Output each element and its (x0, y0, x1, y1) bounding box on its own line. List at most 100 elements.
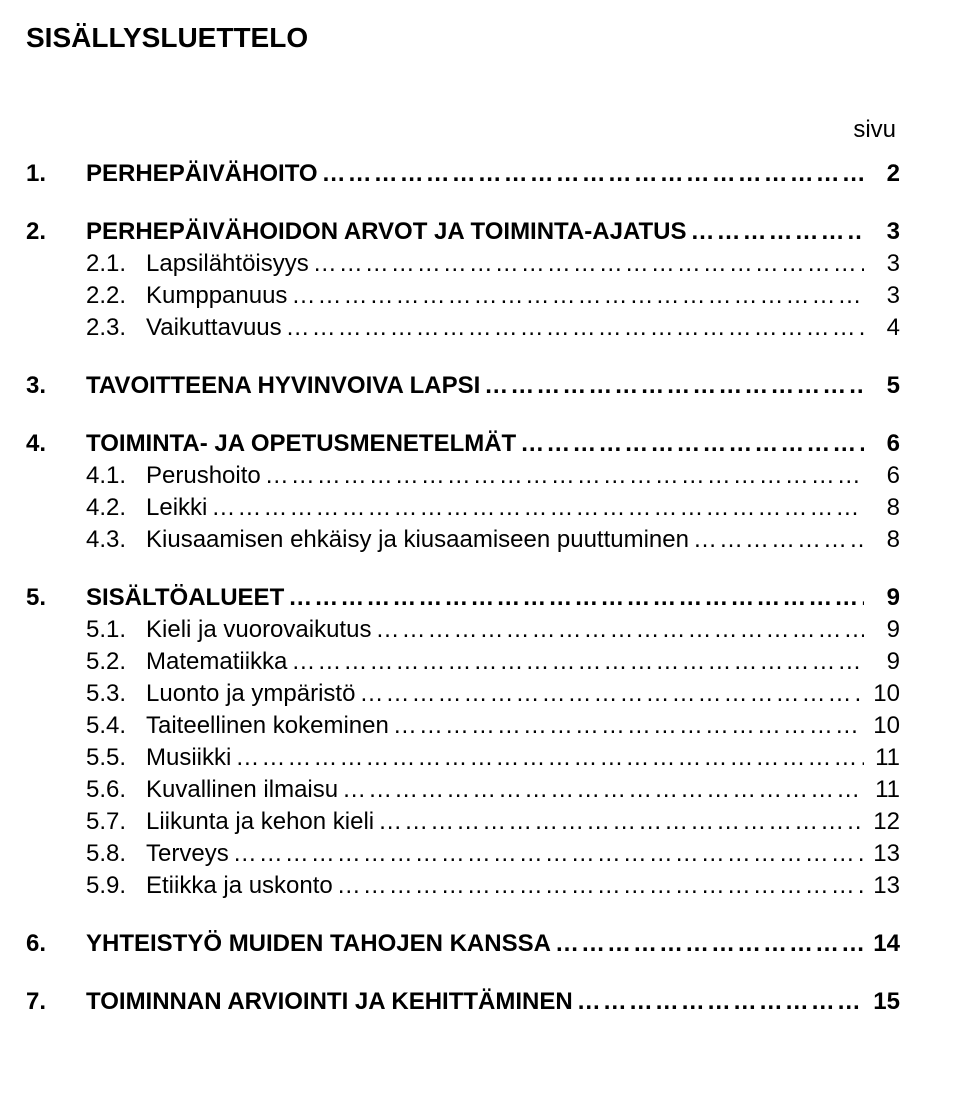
toc-page-number: 9 (864, 586, 900, 610)
toc-entry-sub: 4.2.Leikki………………………………………………………………………………… (26, 496, 900, 520)
toc-leader-dots: ………………………………………………………………………………………………………… (207, 496, 864, 520)
toc-label: Taiteellinen kokeminen (146, 714, 389, 738)
toc-page-number: 12 (864, 810, 900, 834)
toc-entry-sub: 5.2.Matematiikka………………………………………………………………… (26, 650, 900, 674)
toc-page-number: 5 (864, 374, 900, 398)
toc-leader-dots: ………………………………………………………………………………………………………… (371, 618, 864, 642)
toc-number: 5.8. (86, 842, 146, 866)
toc-gap (26, 560, 900, 586)
toc-label: YHTEISTYÖ MUIDEN TAHOJEN KANSSA (86, 932, 551, 956)
toc-page-number: 14 (864, 932, 900, 956)
toc-page-number: 8 (864, 496, 900, 520)
toc-entry-sub: 5.6.Kuvallinen ilmaisu………………………………………………… (26, 778, 900, 802)
toc-entry-main: 1.PERHEPÄIVÄHOITO……………………………………………………………… (26, 162, 900, 186)
toc-page-number: 2 (864, 162, 900, 186)
toc-label: Luonto ja ympäristö (146, 682, 355, 706)
toc-entry-sub: 2.3.Vaikuttavuus………………………………………………………………… (26, 316, 900, 340)
toc-leader-dots: ………………………………………………………………………………………………………… (333, 874, 864, 898)
toc-leader-dots: ………………………………………………………………………………………………………… (338, 778, 864, 802)
table-of-contents: 1.PERHEPÄIVÄHOITO……………………………………………………………… (26, 162, 900, 1014)
toc-entry-main: 2.PERHEPÄIVÄHOIDON ARVOT JA TOIMINTA-AJA… (26, 220, 900, 244)
toc-entry-sub: 5.7.Liikunta ja kehon kieli…………………………………… (26, 810, 900, 834)
toc-gap (26, 194, 900, 220)
toc-label: TOIMINTA- JA OPETUSMENETELMÄT (86, 432, 516, 456)
toc-page-number: 3 (864, 252, 900, 276)
toc-number: 5. (26, 586, 86, 610)
toc-page-number: 10 (864, 714, 900, 738)
toc-label: Matematiikka (146, 650, 287, 674)
toc-number: 4.1. (86, 464, 146, 488)
toc-number: 2.2. (86, 284, 146, 308)
toc-leader-dots: ………………………………………………………………………………………………………… (229, 842, 864, 866)
toc-entry-main: 5.SISÄLTÖALUEET…………………………………………………………………… (26, 586, 900, 610)
toc-number: 5.2. (86, 650, 146, 674)
toc-leader-dots: ………………………………………………………………………………………………………… (284, 586, 864, 610)
toc-entry-sub: 5.5.Musiikki…………………………………………………………………………… (26, 746, 900, 770)
toc-page-number: 9 (864, 650, 900, 674)
toc-label: TOIMINNAN ARVIOINTI JA KEHITTÄMINEN (86, 990, 573, 1014)
toc-label: Leikki (146, 496, 207, 520)
toc-leader-dots: ………………………………………………………………………………………………………… (261, 464, 864, 488)
toc-number: 5.7. (86, 810, 146, 834)
toc-entry-sub: 5.1.Kieli ja vuorovaikutus……………………………………… (26, 618, 900, 642)
toc-leader-dots: ………………………………………………………………………………………………………… (551, 932, 864, 956)
toc-page-number: 11 (864, 746, 900, 770)
toc-number: 2.1. (86, 252, 146, 276)
toc-label: TAVOITTEENA HYVINVOIVA LAPSI (86, 374, 480, 398)
toc-label: Kumppanuus (146, 284, 287, 308)
toc-number: 6. (26, 932, 86, 956)
toc-label: Vaikuttavuus (146, 316, 282, 340)
document-page: SISÄLLYSLUETTELO sivu 1.PERHEPÄIVÄHOITO…… (0, 0, 960, 1062)
toc-number: 7. (26, 990, 86, 1014)
toc-page-number: 6 (864, 464, 900, 488)
toc-label: Kuvallinen ilmaisu (146, 778, 338, 802)
toc-number: 4.2. (86, 496, 146, 520)
toc-leader-dots: ………………………………………………………………………………………………………… (231, 746, 864, 770)
toc-entry-sub: 5.3.Luonto ja ympäristö……………………………………………… (26, 682, 900, 706)
toc-entry-main: 4.TOIMINTA- JA OPETUSMENETELMÄT………………………… (26, 432, 900, 456)
toc-page-number: 13 (864, 874, 900, 898)
toc-page-number: 9 (864, 618, 900, 642)
toc-number: 5.3. (86, 682, 146, 706)
toc-page-number: 10 (864, 682, 900, 706)
toc-leader-dots: ………………………………………………………………………………………………………… (573, 990, 864, 1014)
toc-label: Kiusaamisen ehkäisy ja kiusaamiseen puut… (146, 528, 689, 552)
toc-label: PERHEPÄIVÄHOITO (86, 162, 318, 186)
toc-leader-dots: ………………………………………………………………………………………………………… (374, 810, 864, 834)
toc-page-number: 3 (864, 220, 900, 244)
toc-leader-dots: ………………………………………………………………………………………………………… (309, 252, 864, 276)
toc-leader-dots: ………………………………………………………………………………………………………… (480, 374, 864, 398)
toc-number: 5.5. (86, 746, 146, 770)
toc-page-number: 3 (864, 284, 900, 308)
toc-leader-dots: ………………………………………………………………………………………………………… (318, 162, 864, 186)
toc-number: 5.1. (86, 618, 146, 642)
toc-number: 5.9. (86, 874, 146, 898)
toc-leader-dots: ………………………………………………………………………………………………………… (287, 650, 864, 674)
toc-label: Liikunta ja kehon kieli (146, 810, 374, 834)
toc-label: SISÄLTÖALUEET (86, 586, 284, 610)
toc-entry-sub: 4.1.Perushoito……………………………………………………………………… (26, 464, 900, 488)
toc-label: PERHEPÄIVÄHOIDON ARVOT JA TOIMINTA-AJATU… (86, 220, 687, 244)
toc-entry-sub: 5.4.Taiteellinen kokeminen……………………………………… (26, 714, 900, 738)
toc-number: 2. (26, 220, 86, 244)
toc-label: Kieli ja vuorovaikutus (146, 618, 371, 642)
toc-number: 4. (26, 432, 86, 456)
toc-label: Terveys (146, 842, 229, 866)
page-title: SISÄLLYSLUETTELO (26, 22, 900, 54)
toc-number: 5.6. (86, 778, 146, 802)
toc-leader-dots: ………………………………………………………………………………………………………… (687, 220, 865, 244)
toc-page-number: 4 (864, 316, 900, 340)
toc-gap (26, 406, 900, 432)
toc-entry-main: 7.TOIMINNAN ARVIOINTI JA KEHITTÄMINEN………… (26, 990, 900, 1014)
toc-entry-sub: 5.9.Etiikka ja uskonto………………………………………………… (26, 874, 900, 898)
toc-label: Etiikka ja uskonto (146, 874, 333, 898)
toc-page-number: 11 (864, 778, 900, 802)
toc-page-number: 15 (864, 990, 900, 1014)
toc-number: 2.3. (86, 316, 146, 340)
toc-entry-sub: 2.1.Lapsilähtöisyys………………………………………………………… (26, 252, 900, 276)
toc-number: 3. (26, 374, 86, 398)
toc-gap (26, 964, 900, 990)
toc-leader-dots: ………………………………………………………………………………………………………… (282, 316, 864, 340)
toc-page-number: 8 (864, 528, 900, 552)
toc-page-number: 6 (864, 432, 900, 456)
